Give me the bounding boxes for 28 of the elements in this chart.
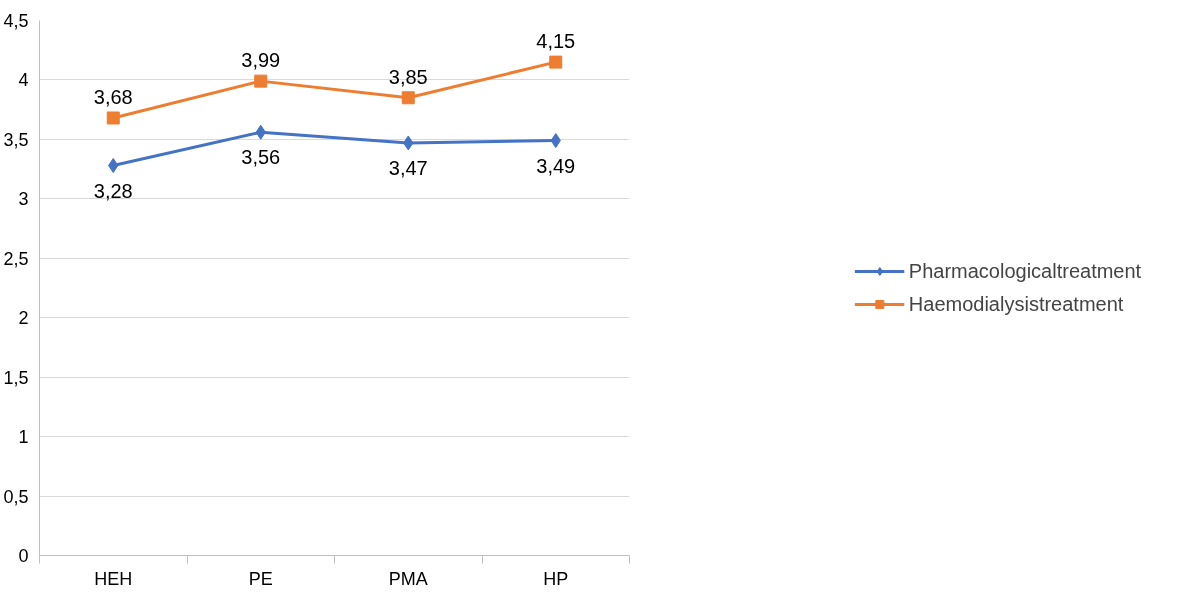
y-tick-label: 4 [18, 70, 29, 91]
point [106, 111, 120, 125]
data-label: 3,56 [241, 146, 281, 169]
y-tick-label: 2,5 [3, 248, 29, 269]
x-tick-label: HP [543, 568, 569, 589]
y-tick-label: 3,5 [3, 129, 29, 150]
data-label: 3,99 [241, 49, 281, 72]
y-tick-label: 1 [18, 427, 29, 448]
y-tick-label: 0 [18, 546, 29, 566]
y-tick-label: 4,5 [3, 11, 29, 31]
y-tick-label: 3 [18, 189, 29, 210]
y-tick-label: 0,5 [3, 486, 29, 507]
point [401, 91, 415, 105]
x-tick-label: PE [248, 568, 273, 589]
x-tick-label: HEH [94, 568, 133, 589]
data-label: 3,47 [388, 156, 428, 179]
data-label: 3,68 [93, 85, 133, 108]
y-tick-label: 1,5 [3, 367, 29, 388]
data-label: 3,85 [388, 65, 428, 88]
data-label: 3,28 [93, 179, 133, 202]
y-tick-label: 2 [18, 308, 29, 329]
x-tick-label: PMA [388, 568, 428, 589]
point [254, 74, 268, 88]
legend-label: Pharmacologicaltreatment [908, 259, 1142, 283]
point [549, 55, 563, 69]
data-label: 4,15 [536, 30, 576, 53]
data-label: 3,49 [536, 154, 576, 177]
legend-label: Haemodialysistreatment [908, 292, 1124, 316]
